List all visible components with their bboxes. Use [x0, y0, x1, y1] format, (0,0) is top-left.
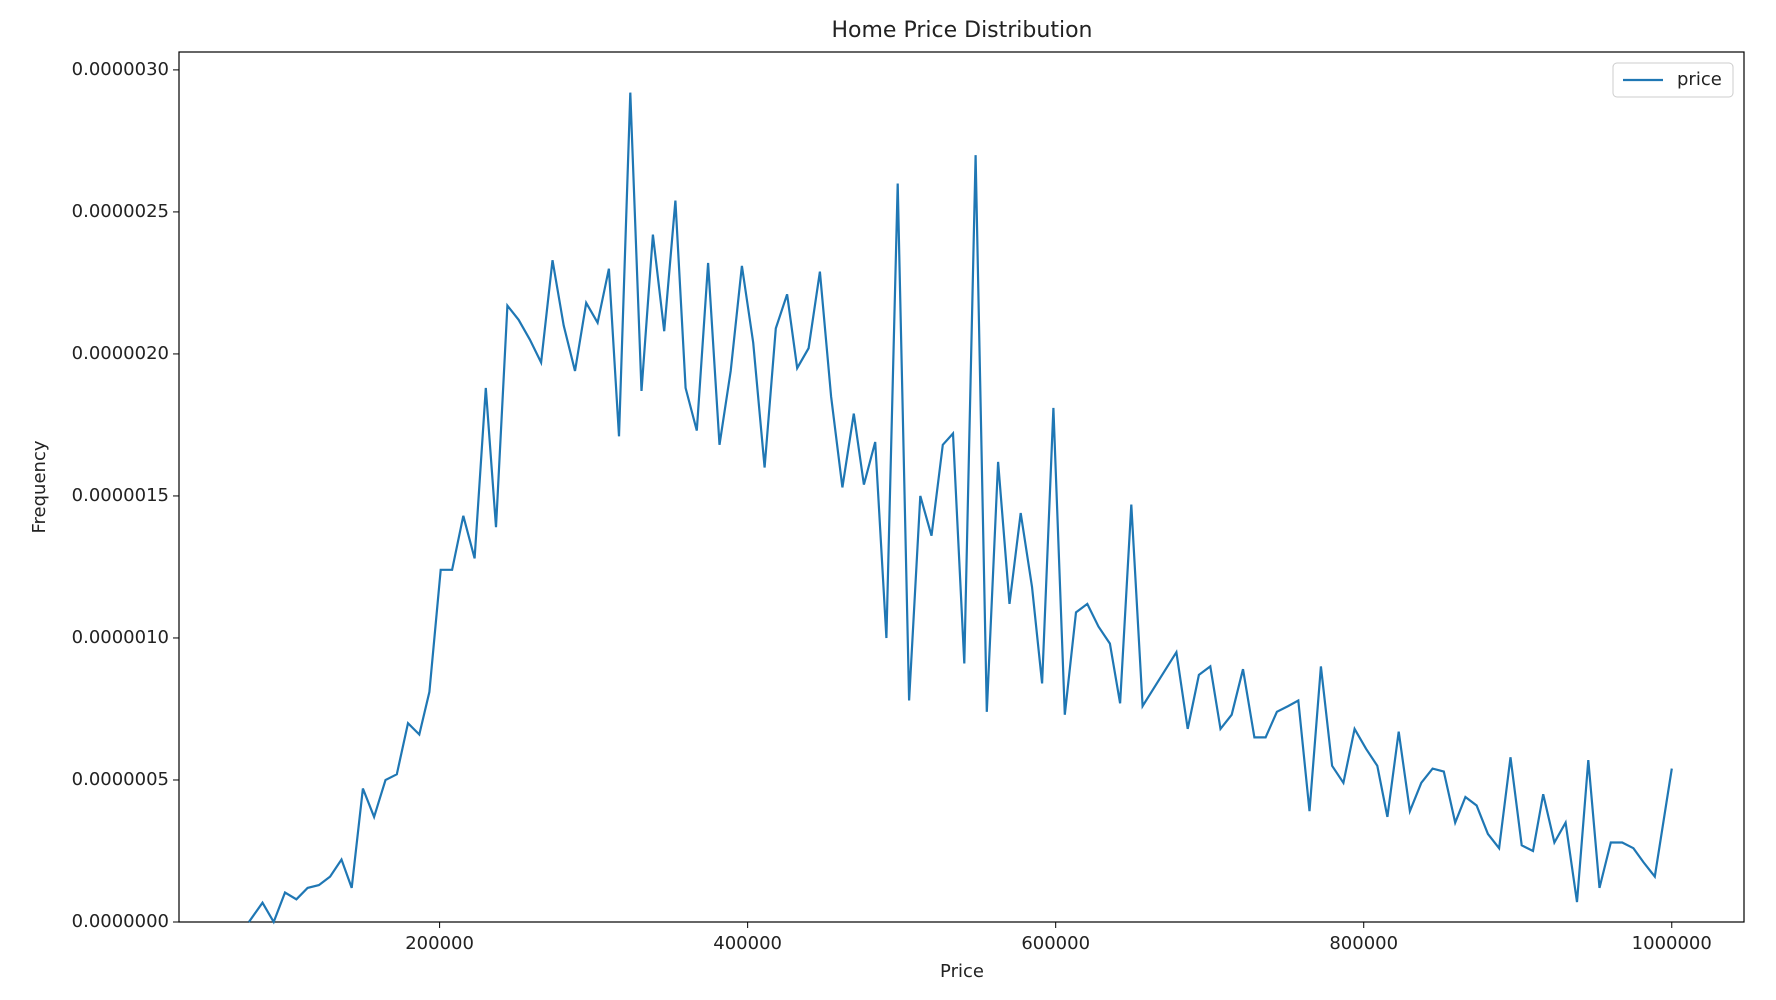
data-line — [248, 92, 1673, 925]
legend-box — [1612, 62, 1734, 98]
x-tick-label: 600000 — [1021, 933, 1090, 954]
chart-title: Home Price Distribution — [832, 18, 1093, 43]
legend-label: price — [1677, 69, 1722, 90]
x-tick-label: 200000 — [405, 933, 474, 954]
y-tick-label: 0.0000030 — [72, 59, 169, 80]
x-tick-label: 400000 — [713, 933, 782, 954]
plot-frame — [178, 51, 1745, 923]
y-tick-label: 0.0000015 — [72, 485, 169, 506]
y-axis-label: Frequency — [29, 440, 50, 533]
x-tick-label: 800000 — [1329, 933, 1398, 954]
x-tick-label: 1000000 — [1632, 933, 1712, 954]
y-tick-label: 0.0000005 — [72, 769, 169, 790]
x-axis-label: Price — [940, 961, 984, 982]
y-tick-label: 0.0000010 — [72, 627, 169, 648]
y-tick-label: 0.0000025 — [72, 201, 169, 222]
y-tick-label: 0.0000020 — [72, 343, 169, 364]
y-tick-label: 0.0000000 — [72, 911, 169, 932]
